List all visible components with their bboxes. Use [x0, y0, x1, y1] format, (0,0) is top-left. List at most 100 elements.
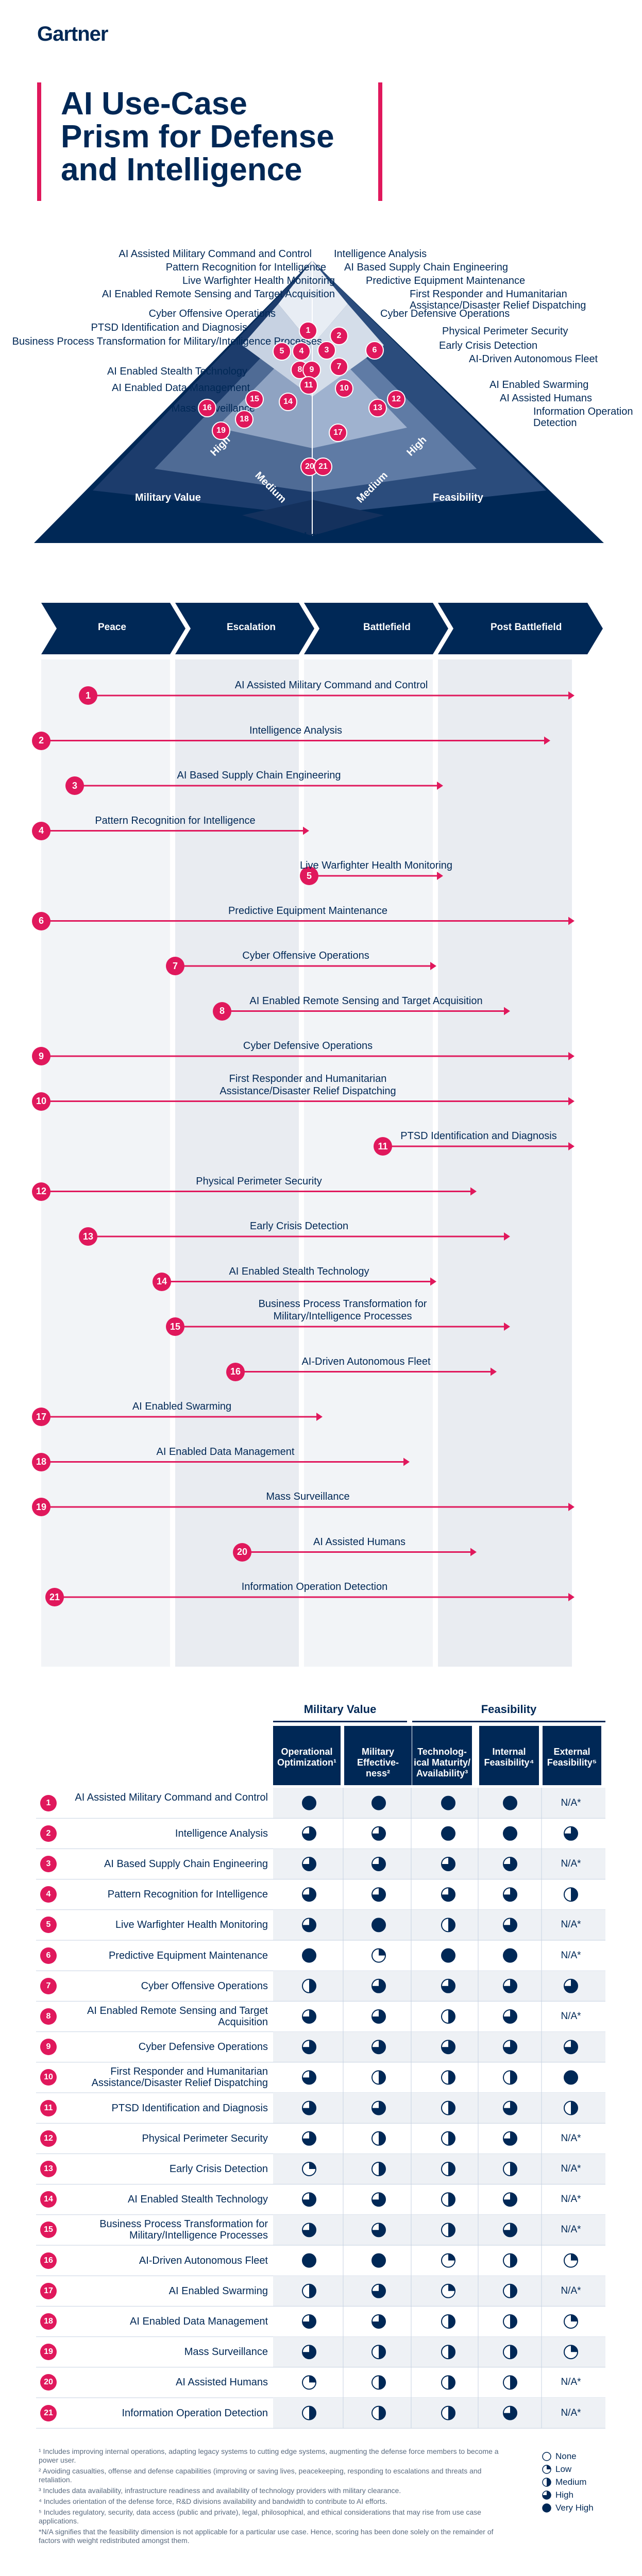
timeline-arrow-15	[504, 1323, 510, 1331]
timeline-arrow-1	[568, 691, 575, 700]
rating-14-3	[503, 2192, 517, 2207]
timeline-label-1: AI Assisted Military Command and Control	[234, 680, 428, 691]
timeline-label-18: AI Enabled Data Management	[156, 1446, 295, 1458]
timeline-label-6: Predictive Equipment Maintenance	[228, 905, 388, 917]
prism-badge-10: 10	[335, 379, 353, 398]
table-row-label-5: Live Warfighter Health Monitoring	[115, 1919, 268, 1931]
prism-badge-15: 15	[245, 390, 264, 409]
table-column-header-bg-4	[543, 1726, 601, 1785]
timeline-badge-19: 19	[32, 1498, 50, 1516]
timeline-badge-16: 16	[226, 1362, 245, 1381]
timeline-label-5: Live Warfighter Health Monitoring	[299, 860, 453, 871]
rating-21-2	[441, 2405, 455, 2420]
rating-8-3	[503, 2009, 517, 2024]
table-badge-1: 1	[40, 1794, 57, 1811]
rating-15-2	[441, 2223, 455, 2238]
prism-label-3: AI Based Supply Chain Engineering	[344, 262, 508, 273]
footnote-4: ⁵ Includes regulatory, security, data ac…	[39, 2508, 481, 2525]
rating-6-3	[503, 1948, 517, 1963]
table-column-header-1: Military Effective- ness²	[357, 1747, 399, 1778]
timeline-arrow-18	[403, 1458, 410, 1466]
rating-12-2	[441, 2131, 455, 2146]
page-title: AI Use-Case Prism for Defense and Intell…	[61, 86, 334, 188]
table-column-header-2: Technolog- ical Maturity/ Availability³	[413, 1747, 471, 1778]
rating-9-2	[441, 2040, 455, 2055]
timeline-arrow-4	[303, 826, 309, 835]
rating-19-3	[503, 2345, 517, 2360]
prism-badge-11: 11	[299, 376, 318, 395]
prism-label-6: Predictive Equipment Maintenance	[366, 275, 526, 286]
prism-label-10: First Responder and Humanitarian Assista…	[410, 289, 586, 311]
rating-17-1	[371, 2283, 386, 2298]
timeline-badge-7: 7	[166, 957, 184, 975]
legend-item-1: Low	[541, 2464, 594, 2475]
timeline-badge-3: 3	[65, 776, 84, 795]
phase-column-escalation	[175, 659, 299, 1667]
timeline-label-16: AI-Driven Autonomous Fleet	[301, 1355, 431, 1367]
timeline-badge-12: 12	[32, 1182, 50, 1201]
rating-3-3	[503, 1857, 517, 1871]
prism-label-1: AI Assisted Military Command and Control	[119, 248, 312, 260]
timeline-arrow-12	[470, 1187, 477, 1196]
prism-label-2: Intelligence Analysis	[334, 248, 427, 260]
prism-badge-16: 16	[198, 399, 216, 417]
rating-na-12-4: N/A*	[561, 2132, 581, 2144]
footnote-0: ¹ Includes improving internal operations…	[39, 2447, 499, 2464]
timeline-label-4: Pattern Recognition for Intelligence	[95, 815, 256, 826]
timeline-label-19: Mass Surveillance	[266, 1491, 350, 1502]
timeline-label-8: AI Enabled Remote Sensing and Target Acq…	[249, 995, 483, 1007]
rating-7-4	[564, 1978, 578, 1993]
timeline-label-14: AI Enabled Stealth Technology	[229, 1265, 369, 1277]
rating-4-1	[371, 1887, 386, 1902]
timeline-arrow-10	[568, 1097, 575, 1106]
prism-label-14: AI Enabled Stealth Technology	[107, 366, 247, 377]
table-column-header-bg-0	[273, 1726, 341, 1785]
rating-1-1	[371, 1795, 386, 1810]
prism-label-17: AI Enabled Swarming	[489, 379, 589, 391]
table-row-bg-5	[273, 1909, 605, 1940]
axis-feasibility: Feasibility	[433, 492, 483, 503]
rating-na-15-4: N/A*	[561, 2224, 581, 2235]
rating-15-1	[371, 2223, 386, 2238]
timeline-label-7: Cyber Offensive Operations	[242, 950, 369, 961]
table-row-label-14: AI Enabled Stealth Technology	[127, 2194, 268, 2206]
prism-label-7: Cyber Offensive Operations	[148, 308, 276, 319]
prism-label-13: Early Crisis Detection	[439, 340, 538, 351]
table-column-header-bg-1	[344, 1726, 412, 1785]
rating-18-3	[503, 2314, 517, 2329]
timeline-label-17: AI Enabled Swarming	[132, 1401, 232, 1412]
rating-na-20-4: N/A*	[561, 2377, 581, 2388]
timeline-arrow-14	[430, 1277, 436, 1286]
table-badge-5: 5	[40, 1917, 57, 1934]
rating-3-2	[441, 1857, 455, 1871]
rating-na-13-4: N/A*	[561, 2163, 581, 2174]
timeline-arrow-13	[504, 1232, 510, 1241]
timeline-arrow-9	[568, 1052, 575, 1060]
rating-11-1	[371, 2100, 386, 2115]
table-column-header-bg-2	[412, 1726, 472, 1785]
footnote-2: ³ Includes data availability, infrastruc…	[39, 2486, 401, 2495]
prism-badge-13: 13	[368, 399, 387, 417]
prism-badge-19: 19	[212, 421, 230, 440]
timeline-badge-13: 13	[79, 1227, 97, 1246]
rating-16-2	[441, 2253, 455, 2268]
rating-2-3	[503, 1826, 517, 1841]
rating-15-3	[503, 2223, 517, 2238]
rating-legend: None Low Medium High Very High	[541, 2451, 594, 2514]
table-badge-2: 2	[40, 1825, 57, 1842]
timeline-badge-14: 14	[153, 1272, 171, 1291]
rating-1-2	[441, 1795, 455, 1810]
rating-9-1	[371, 2040, 386, 2055]
rating-13-3	[503, 2162, 517, 2176]
table-row-bg-11	[273, 2093, 605, 2124]
timeline-arrow-11	[568, 1142, 575, 1150]
timeline-badge-15: 15	[166, 1317, 184, 1336]
table-badge-3: 3	[40, 1856, 57, 1872]
timeline-arrow-6	[568, 917, 575, 925]
table-row-label-19: Mass Surveillance	[184, 2346, 268, 2358]
legend-label-1: Low	[555, 2464, 572, 2474]
rating-5-2	[441, 1918, 455, 1933]
timeline-arrow-21	[568, 1593, 575, 1601]
rating-na-21-4: N/A*	[561, 2407, 581, 2418]
